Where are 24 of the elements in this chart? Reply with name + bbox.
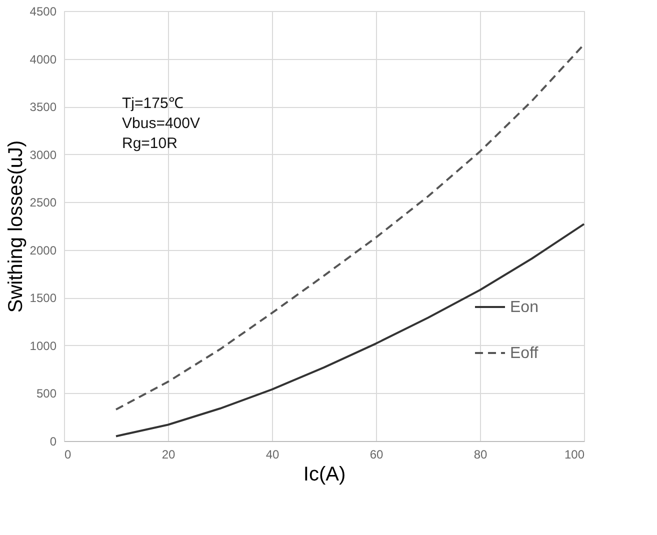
x-tick-label: 20 — [162, 448, 176, 462]
x-tick-label: 40 — [266, 448, 280, 462]
y-axis-title: Swithing losses(uJ) — [4, 140, 27, 313]
y-tick-label: 3000 — [30, 148, 57, 162]
y-tick-label: 1500 — [30, 291, 57, 306]
x-tick-label: 80 — [474, 448, 488, 462]
annotation: Vbus=400V — [122, 115, 200, 132]
x-tick-label: 60 — [370, 448, 384, 462]
x-axis-title: Ic(A) — [303, 464, 346, 486]
y-tick-label: 4000 — [30, 52, 57, 66]
y-tick-label: 0 — [50, 434, 57, 448]
y-tick-label: 2000 — [30, 243, 57, 258]
x-tick-label: 100 — [564, 448, 585, 462]
x-tick-label: 0 — [64, 448, 72, 462]
line-series — [115, 223, 585, 438]
y-tick-label: 3500 — [30, 100, 57, 114]
y-tick-label: 500 — [36, 386, 57, 401]
y-tick-label: 1000 — [30, 338, 57, 353]
y-tick-label: 2500 — [30, 196, 57, 210]
legend-label: Eon — [510, 299, 538, 316]
annotation: Rg=10R — [122, 135, 178, 152]
annotation: Tj=175℃ — [122, 95, 184, 112]
y-tick-label: 4500 — [30, 4, 57, 18]
legend-label: Eoff — [510, 345, 539, 362]
